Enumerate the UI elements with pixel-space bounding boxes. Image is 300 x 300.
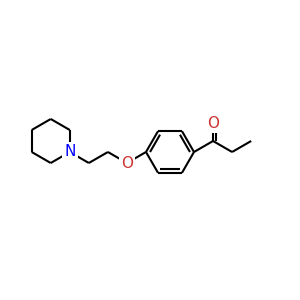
Text: O: O [207, 116, 219, 131]
Text: O: O [121, 155, 133, 170]
Text: N: N [64, 145, 76, 160]
Text: N: N [64, 145, 76, 160]
